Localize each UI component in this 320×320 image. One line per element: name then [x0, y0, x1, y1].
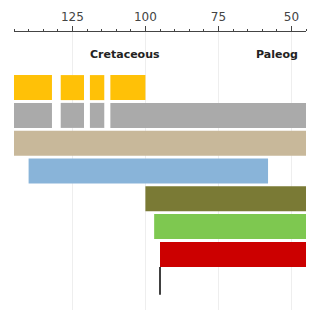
svg-text:100: 100: [134, 10, 157, 24]
svg-text:75: 75: [211, 10, 226, 24]
svg-text:50: 50: [284, 10, 299, 24]
svg-text:125: 125: [61, 10, 84, 24]
svg-text:Cretaceous: Cretaceous: [90, 48, 160, 61]
svg-text:Paleog: Paleog: [256, 48, 298, 61]
